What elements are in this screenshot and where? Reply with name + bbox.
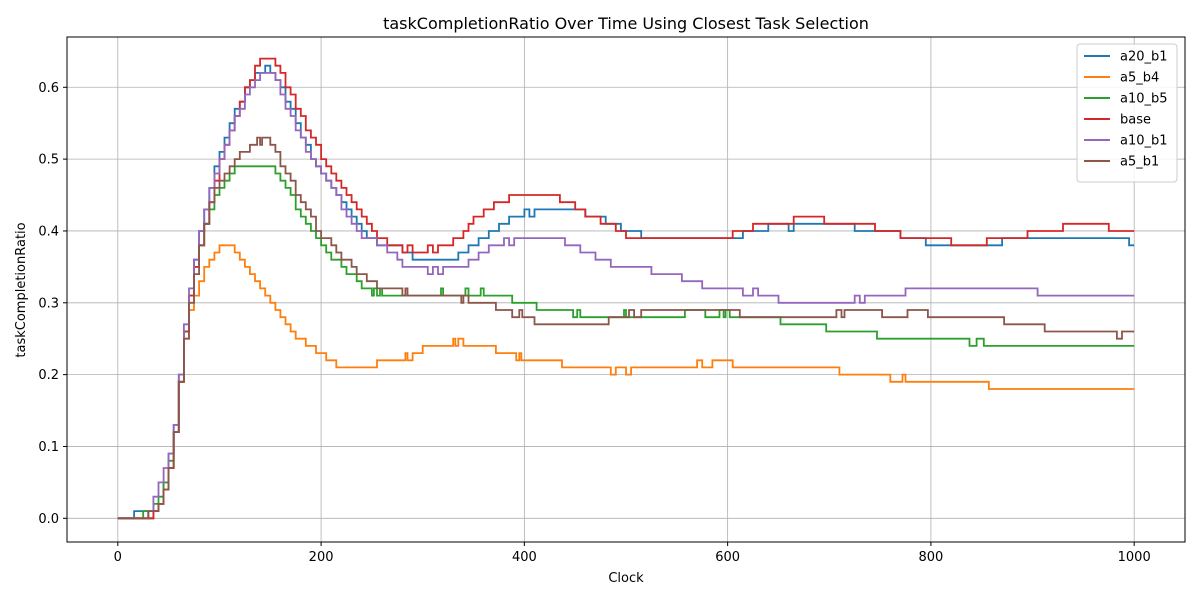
series-lines — [117, 57, 1135, 520]
y-tick-label: 0.6 — [38, 81, 59, 96]
plot-frame — [66, 36, 1186, 543]
legend-box — [1076, 43, 1178, 183]
axis-ticks: 0 200 400 600 800 1000 0.0 0.1 0.2 0.3 0.4 0.5 0.6 — [38, 81, 1150, 565]
y-tick-label: 0.3 — [38, 296, 59, 311]
x-axis-label: Clock — [608, 571, 644, 586]
y-tick-label: 0.5 — [38, 153, 59, 168]
legend-label: a10_b1 — [1120, 134, 1168, 149]
y-tick-label: 0.1 — [38, 440, 59, 455]
chart-title: taskCompletionRatio Over Time Using Clos… — [383, 14, 869, 33]
legend-label: a5_b4 — [1120, 71, 1159, 86]
series-line-a5-b4 — [117, 244, 1135, 520]
x-tick-label: 800 — [918, 550, 943, 565]
y-tick-label: 0.2 — [38, 368, 59, 383]
y-axis-label: taskCompletionRatio — [14, 222, 29, 357]
legend-label: a10_b5 — [1120, 92, 1168, 107]
x-tick-label: 0 — [114, 550, 122, 565]
legend-label: a20_b1 — [1120, 50, 1168, 65]
y-tick-label: 0.0 — [38, 512, 59, 527]
y-tick-label: 0.4 — [38, 224, 59, 239]
legend-label: a5_b1 — [1120, 155, 1159, 170]
legend-label: base — [1120, 113, 1151, 128]
x-tick-label: 200 — [309, 550, 334, 565]
series-line-a5-b1 — [117, 136, 1135, 520]
series-line-a10-b1 — [117, 72, 1135, 520]
x-tick-label: 600 — [715, 550, 740, 565]
x-tick-label: 400 — [512, 550, 537, 565]
x-tick-label: 1000 — [1118, 550, 1151, 565]
